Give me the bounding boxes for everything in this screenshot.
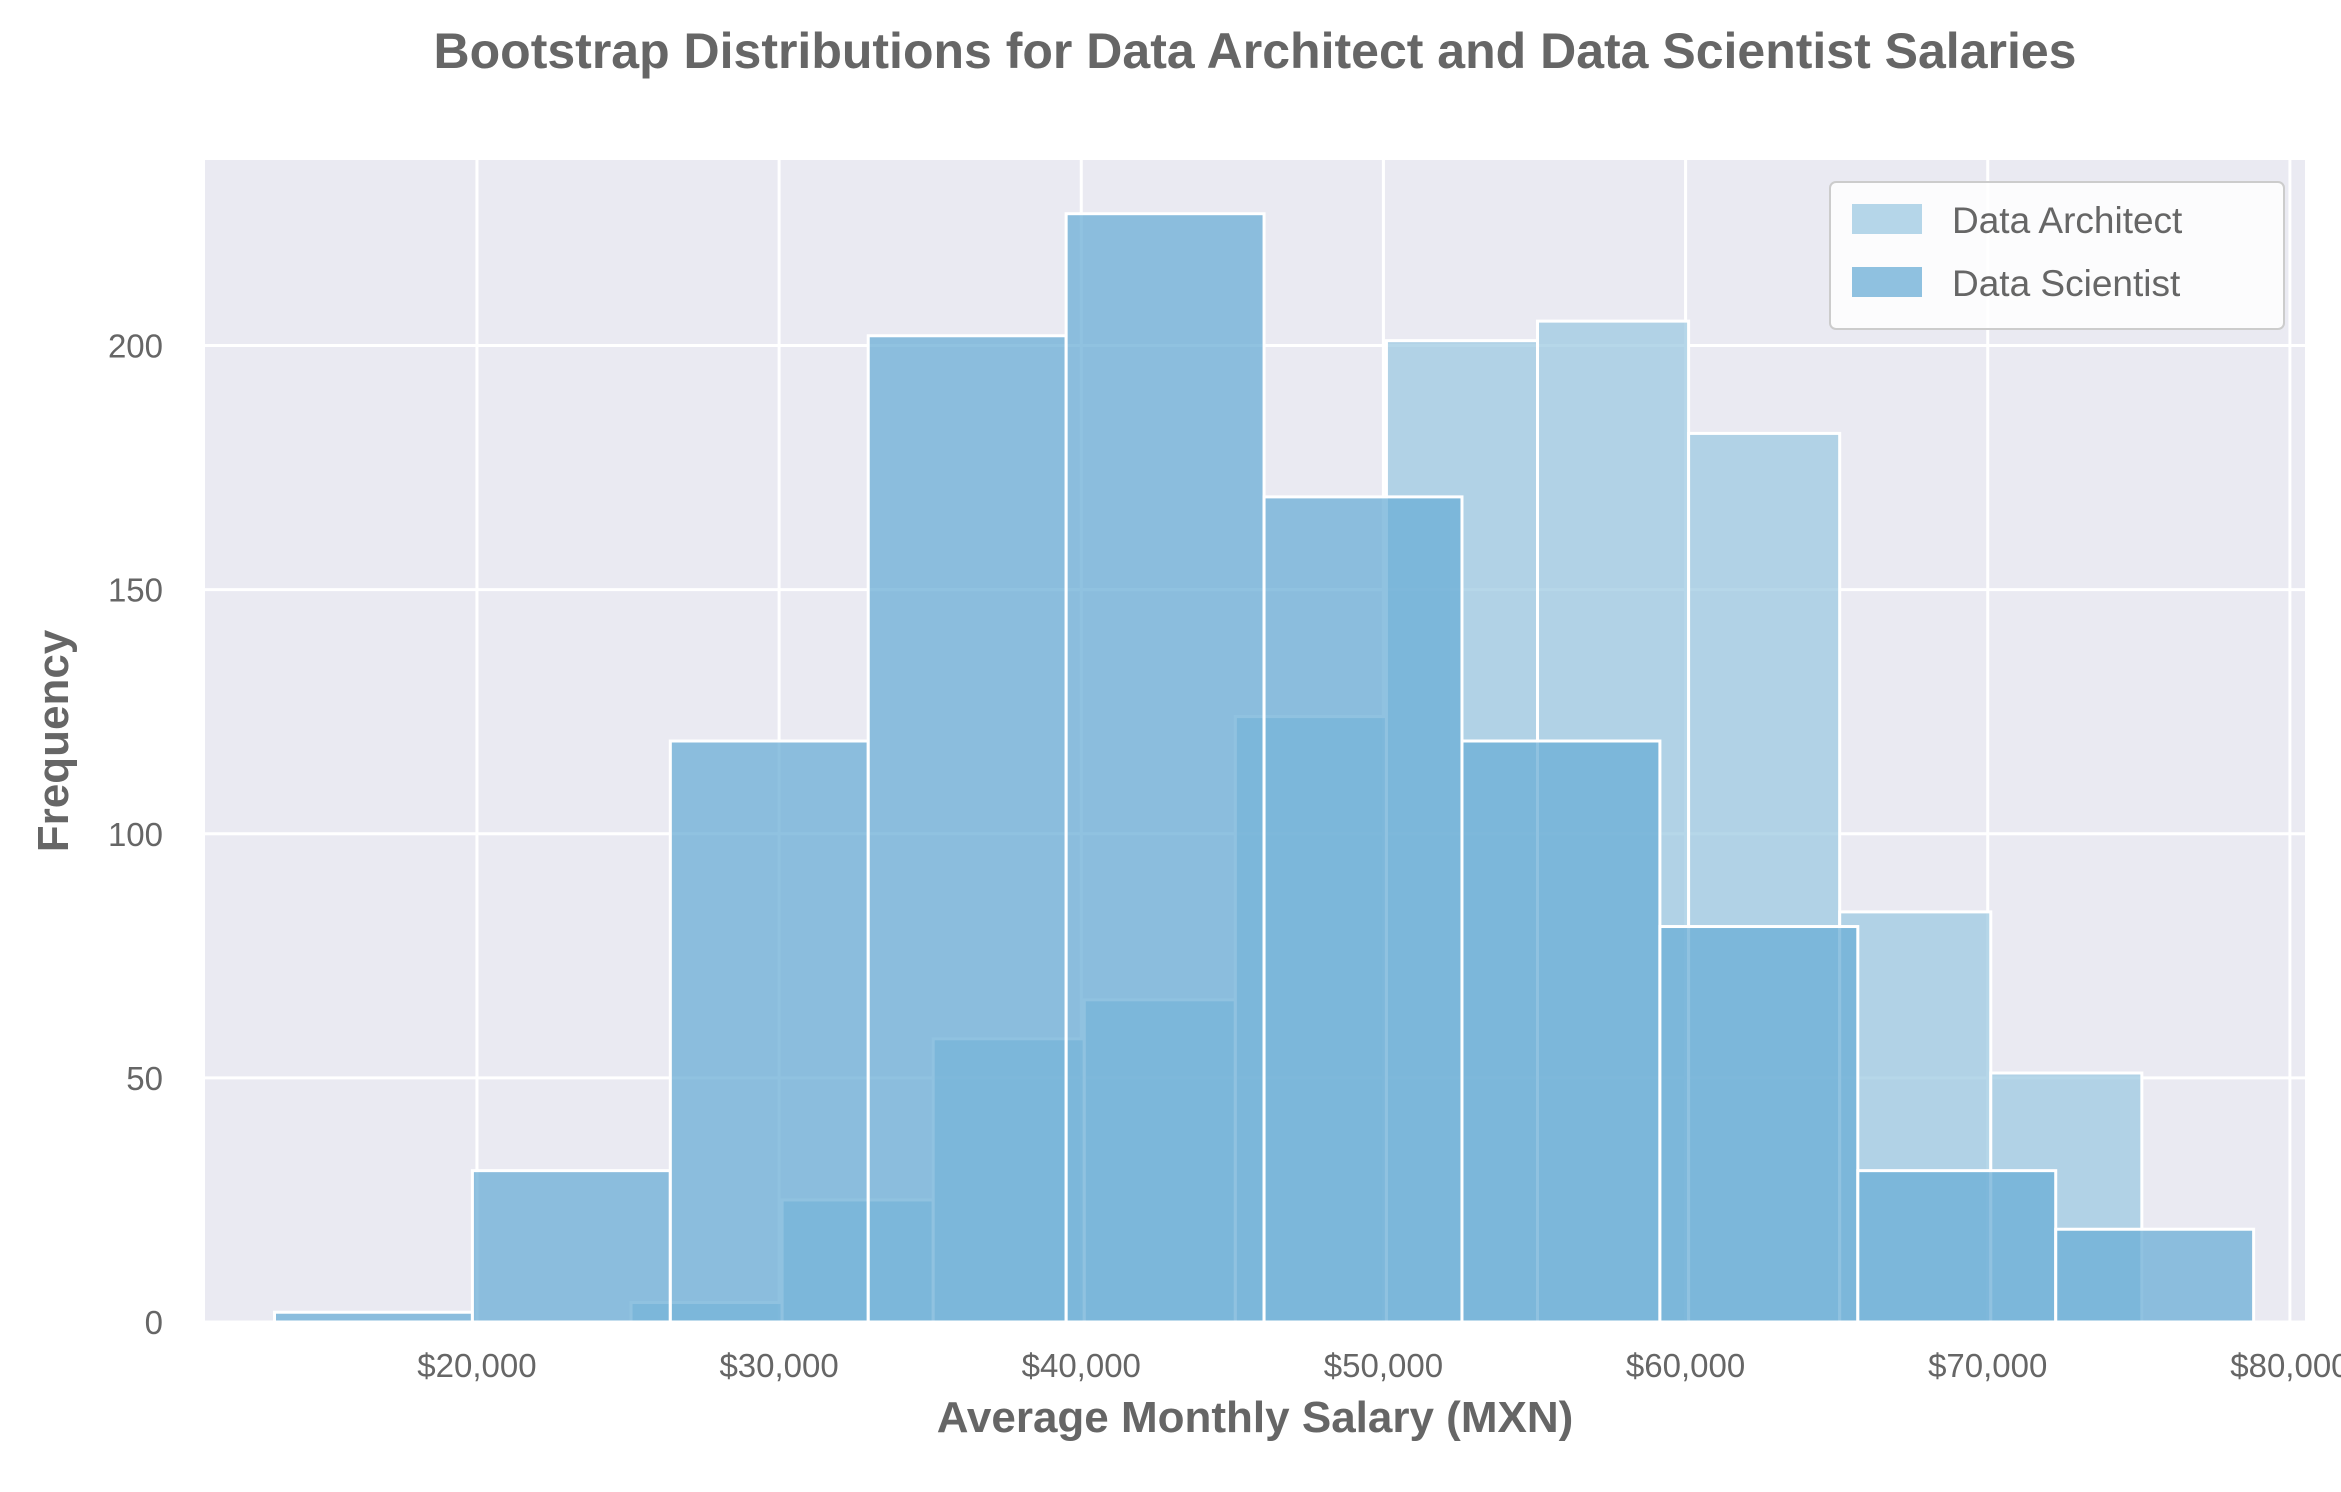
x-tick-label: $30,000 [719, 1347, 838, 1384]
bar-data-scientist [1856, 1169, 2058, 1324]
y-tick-label: 50 [126, 1060, 163, 1097]
x-axis-label: Average Monthly Salary (MXN) [937, 1393, 1574, 1442]
x-tick-label: $40,000 [1022, 1347, 1141, 1384]
histogram-bars [272, 212, 2256, 1324]
legend-label-data-architect: Data Architect [1952, 200, 2183, 241]
x-tick-label: $70,000 [1928, 1347, 2047, 1384]
bar-data-scientist [866, 334, 1068, 1324]
legend-swatch-data-scientist [1852, 267, 1922, 297]
legend-box [1829, 181, 2285, 330]
x-tick-label: $20,000 [417, 1347, 536, 1384]
legend: Data Architect Data Scientist [1829, 181, 2285, 330]
bar-data-scientist [1262, 495, 1464, 1324]
bar-data-scientist [668, 739, 870, 1324]
y-axis-label: Frequency [29, 629, 78, 852]
bar-data-scientist [470, 1169, 672, 1324]
bar-data-scientist [2054, 1227, 2256, 1324]
x-tick-label: $60,000 [1626, 1347, 1745, 1384]
x-tick-label: $50,000 [1324, 1347, 1443, 1384]
legend-label-data-scientist: Data Scientist [1952, 263, 2181, 304]
y-tick-label: 150 [108, 572, 163, 609]
bar-data-scientist [1658, 925, 1860, 1324]
bar-data-scientist [1460, 739, 1662, 1324]
bar-data-scientist [1064, 212, 1266, 1324]
y-tick-label: 100 [108, 816, 163, 853]
series-data-scientist [272, 212, 2256, 1324]
chart-title: Bootstrap Distributions for Data Archite… [434, 23, 2077, 79]
x-tick-label: $80,000 [2230, 1347, 2341, 1384]
bar-data-scientist [272, 1310, 474, 1324]
legend-swatch-data-architect [1852, 204, 1922, 234]
y-tick-label: 200 [108, 328, 163, 365]
axis-ticks: $20,000 $30,000 $40,000 $50,000 $60,000 $70,0… [108, 328, 2341, 1384]
y-tick-label: 0 [145, 1304, 163, 1341]
